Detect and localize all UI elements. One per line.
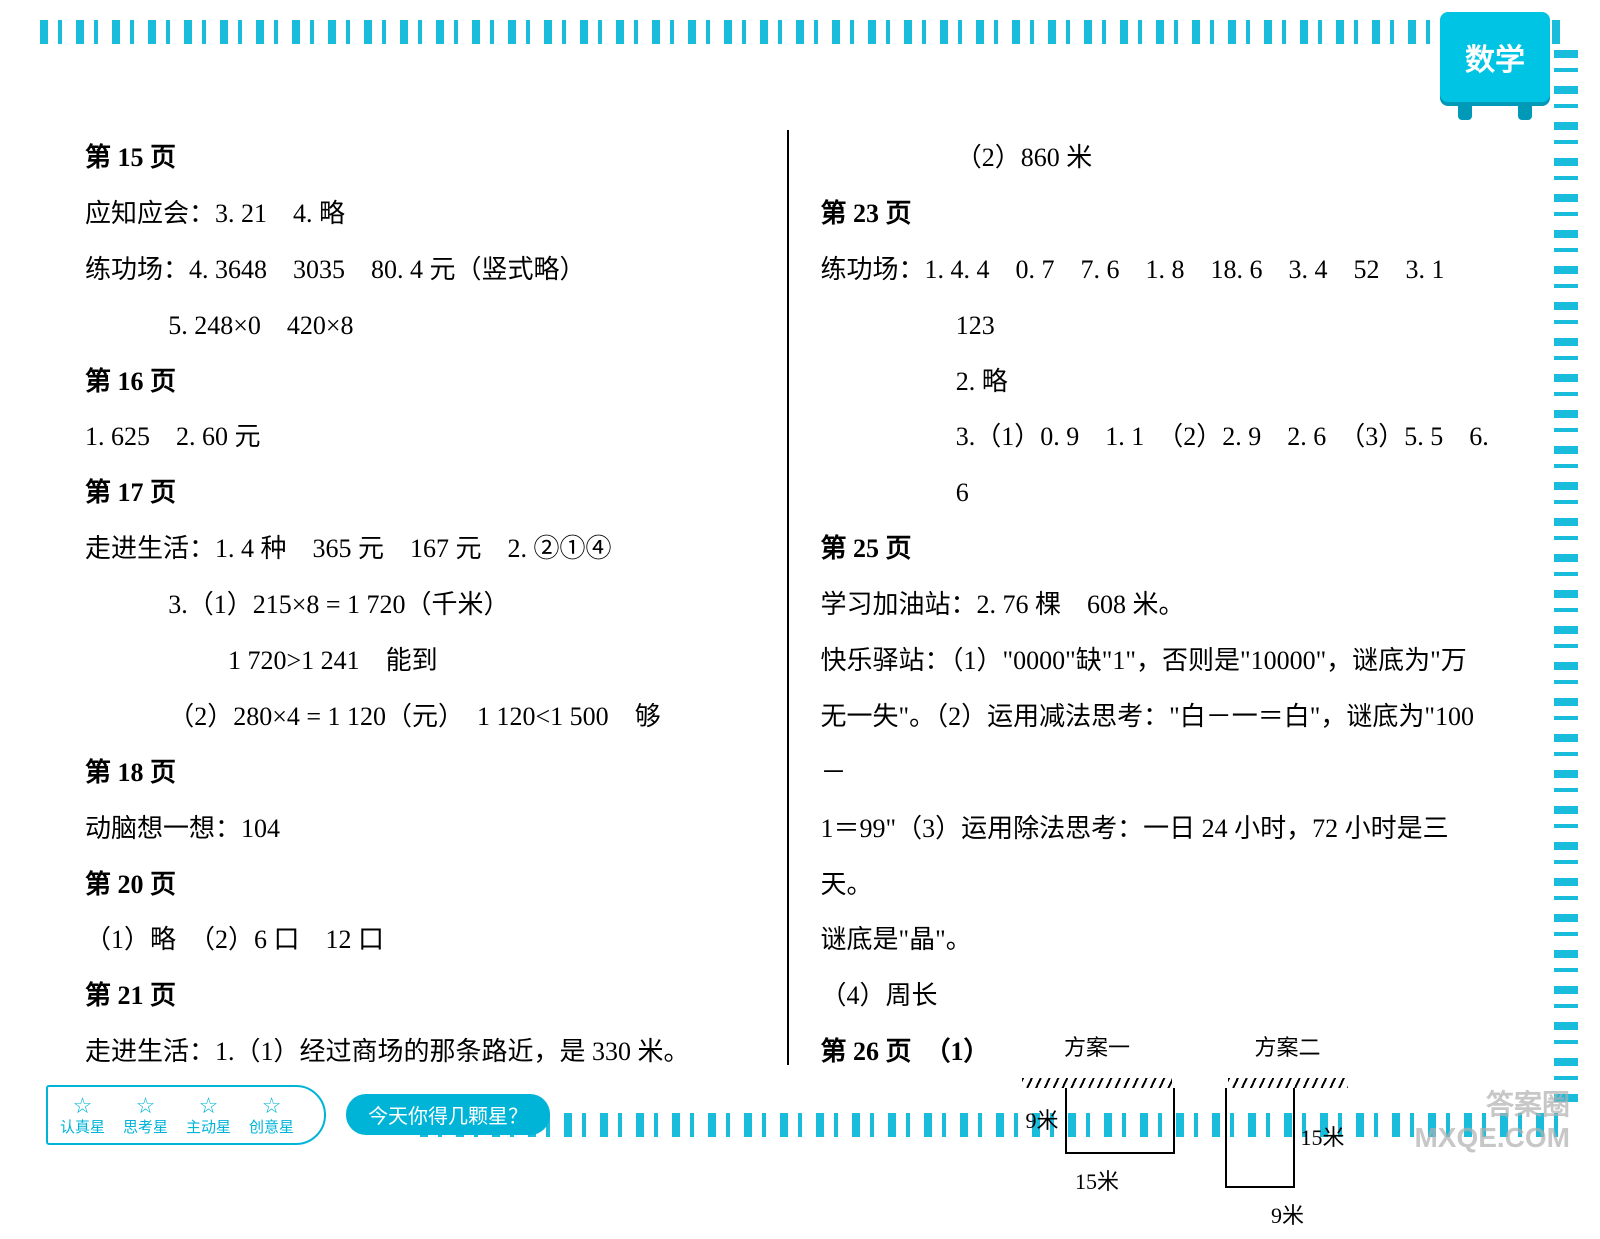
heading-p16: 第 16 页 [85,367,176,396]
hatch-icon [1228,1078,1348,1088]
text-line: 练功场：1. 4. 4 0. 7 7. 6 1. 8 18. 6 3. 4 52… [821,242,1491,298]
heading-p25: 第 25 页 [821,534,912,563]
footer: ☆认真星 ☆思考星 ☆主动星 ☆创意星 今天你得几颗星？ [46,1085,550,1145]
content-area: 第 15 页 应知应会：3. 21 4. 略 练功场：4. 3648 3035 … [85,130,1530,1065]
star-item: ☆创意星 [249,1093,294,1137]
plan2-side-label: 15米 [1301,1114,1345,1161]
decorative-border-top [40,20,1560,44]
heading-p17: 第 17 页 [85,478,176,507]
star-icon: ☆ [262,1093,282,1119]
star-label: 认真星 [60,1119,105,1137]
text-line: 2. 略 [821,354,1491,410]
text-line: 123 [821,298,1491,354]
text-line: 3.（1）0. 9 1. 1 （2）2. 9 2. 6 （3）5. 5 6. 6 [821,409,1491,521]
plan2-bottom-label: 9米 [1271,1192,1304,1239]
text-line: 练功场：4. 3648 3035 80. 4 元（竖式略） [85,242,755,298]
heading-p21: 第 21 页 [85,981,176,1010]
plan2-rect [1225,1088,1295,1188]
footer-pill: 今天你得几颗星？ [346,1094,550,1135]
text-line: 走进生活：1.（1）经过商场的那条路近，是 330 米。 [85,1024,755,1080]
plan-1: 方案一 9米 15米 [1020,1024,1175,1239]
right-column: （2）860 米 第 23 页 练功场：1. 4. 4 0. 7 7. 6 1.… [793,130,1531,1065]
text-line: 学习加油站：2. 76 棵 608 米。 [821,577,1491,633]
text-line: 1 720>1 241 能到 [85,633,755,689]
text-line: 应知应会：3. 21 4. 略 [85,186,755,242]
text-line: （2）280×4 = 1 120（元） 1 120<1 500 够 [85,689,755,745]
text-line: 动脑想一想：104 [85,801,755,857]
text-line: 1. 625 2. 60 元 [85,409,755,465]
text-line: （2）860 米 [821,130,1491,186]
star-icon: ☆ [136,1093,156,1119]
text-line: 谜底是"晶"。 [821,912,1491,968]
left-column: 第 15 页 应知应会：3. 21 4. 略 练功场：4. 3648 3035 … [85,130,783,1065]
plan1-side-label: 9米 [1026,1097,1059,1144]
watermark: 答案圈 MXQE.COM [1414,1088,1570,1155]
text-line: （4）周长 [821,968,1491,1024]
p26-row: 第 26 页 （1） 方案一 9米 15米 方案二 15米 [821,1024,1491,1239]
star-label: 创意星 [249,1119,294,1137]
column-divider [787,130,789,1065]
subject-badge: 数学 [1440,12,1550,102]
text-line: 快乐驿站：（1）"0000"缺"1"，否则是"10000"，谜底为"万 [821,633,1491,689]
decorative-border-right [1554,50,1578,1105]
plan2-title: 方案二 [1255,1024,1321,1071]
text-line: 走进生活：1. 4 种 365 元 167 元 2. ②①④ [85,521,755,577]
star-item: ☆认真星 [60,1093,105,1137]
heading-p23: 第 23 页 [821,199,912,228]
star-rating-box: ☆认真星 ☆思考星 ☆主动星 ☆创意星 [46,1085,326,1145]
plan1-title: 方案一 [1064,1024,1130,1071]
heading-p20: 第 20 页 [85,870,176,899]
text-line: （1）略 （2）6 口 12 口 [85,912,755,968]
star-label: 思考星 [123,1119,168,1137]
star-label: 主动星 [186,1119,231,1137]
heading-p26: 第 26 页 （1） [821,1024,990,1080]
text-line: 3.（1）215×8 = 1 720（千米） [85,577,755,633]
hatch-icon [1022,1078,1172,1088]
star-icon: ☆ [199,1093,219,1119]
watermark-l1: 答案圈 [1414,1088,1570,1122]
diagram-group: 方案一 9米 15米 方案二 15米 9米 [1020,1024,1351,1239]
star-icon: ☆ [73,1093,93,1119]
heading-p18: 第 18 页 [85,758,176,787]
plan1-rect [1065,1088,1175,1154]
star-item: ☆主动星 [186,1093,231,1137]
watermark-l2: MXQE.COM [1414,1121,1570,1155]
text-line: 5. 248×0 420×8 [85,298,755,354]
plan-2: 方案二 15米 9米 [1225,1024,1351,1239]
star-item: ☆思考星 [123,1093,168,1137]
heading-p15: 第 15 页 [85,143,176,172]
text-line: 无一失"。（2）运用减法思考："白－一＝白"，谜底为"100－ [821,689,1491,801]
text-line: 1＝99"（3）运用除法思考：一日 24 小时，72 小时是三天。 [821,801,1491,913]
